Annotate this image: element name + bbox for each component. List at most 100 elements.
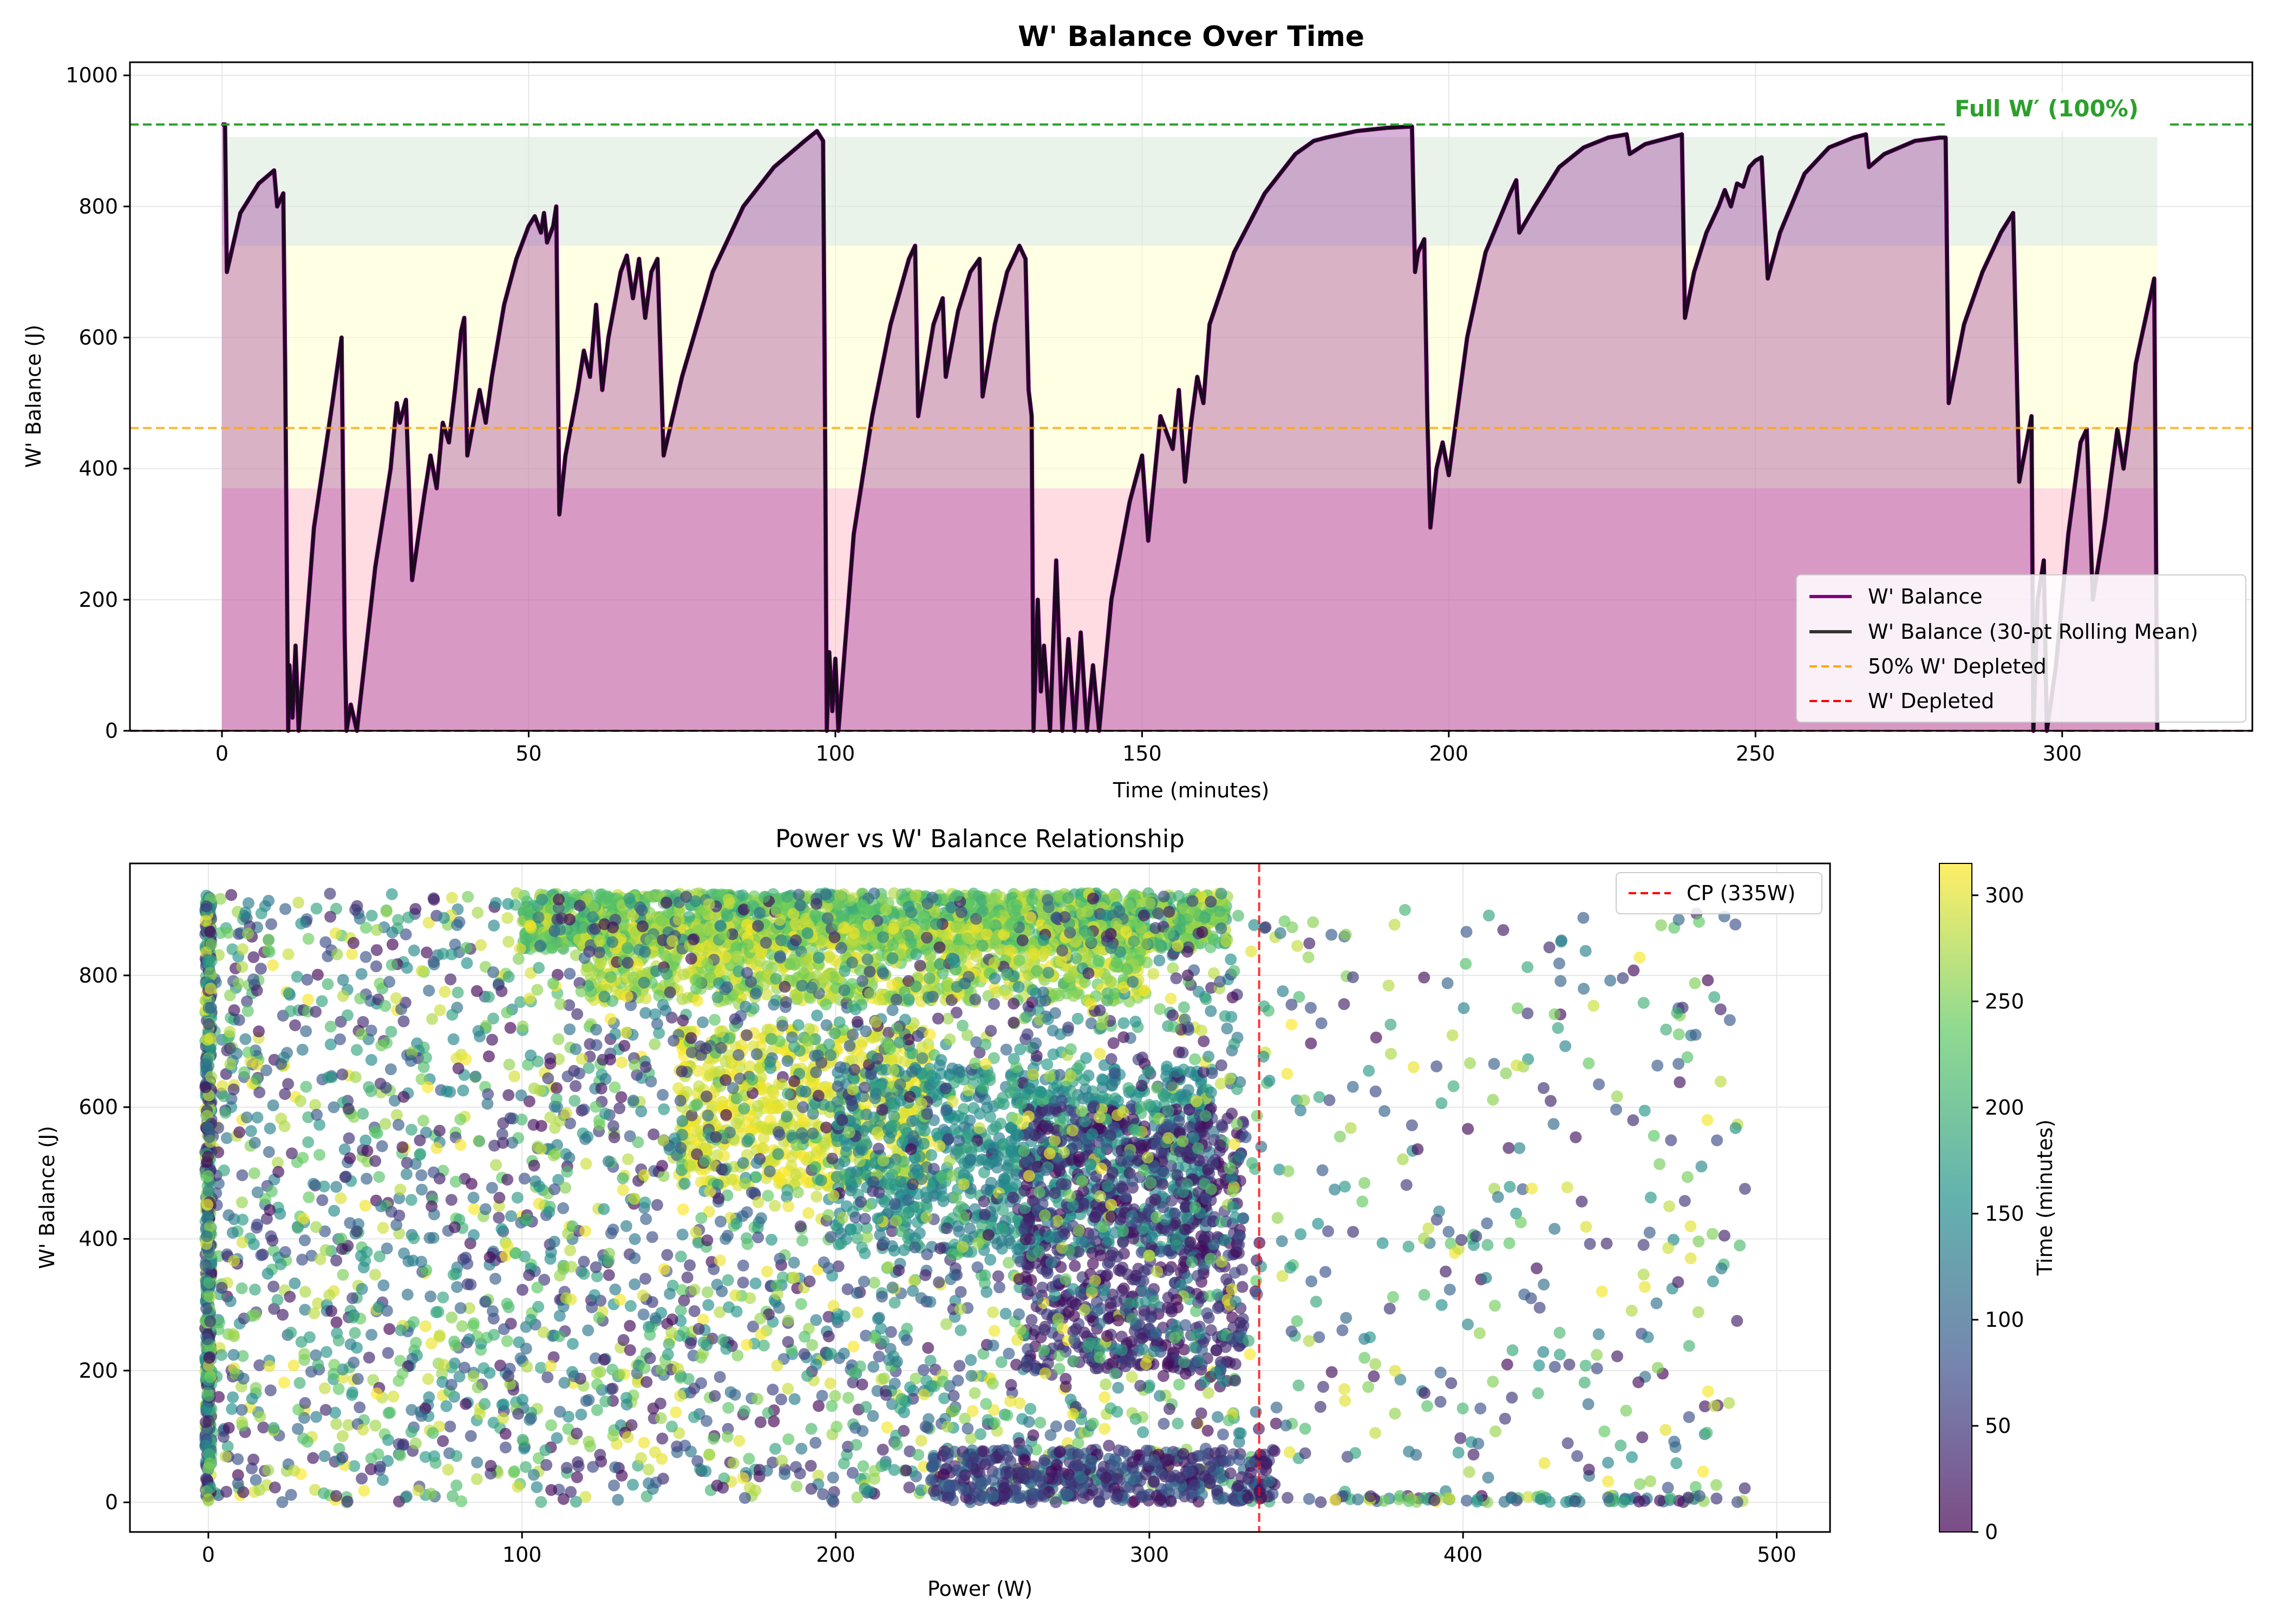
scatter-point [700,940,712,953]
top-ytick-label: 800 [79,194,118,218]
scatter-point [743,1060,756,1072]
scatter-point [835,1227,847,1240]
scatter-point [596,888,608,900]
scatter-point [796,1113,809,1125]
scatter-point [737,1276,749,1289]
top-ylabel: W' Balance (J) [22,325,45,468]
scatter-point [1070,1323,1082,1335]
scatter-point [1157,1201,1169,1214]
scatter-point [912,1168,925,1181]
top-xlabel: Time (minutes) [1113,778,1270,802]
top-fill [221,125,2158,731]
scatter-point [1004,944,1016,957]
scatter-point [1101,972,1113,985]
scatter-point [676,993,689,1005]
scatter-point [1022,1343,1034,1355]
scatter-point [815,921,827,933]
scatter-point [358,1484,370,1497]
scatter-point [761,988,773,1001]
full-wprime-annotation: Full W′ (100%) [1955,95,2139,122]
scatter-point [1038,1324,1050,1336]
scatter-point [742,939,754,951]
scatter-point [1081,905,1094,918]
scatter-point [691,1065,704,1077]
scatter-point [580,965,593,977]
top-xtick-label: 50 [515,742,541,765]
scatter-point [823,949,835,962]
top-ytick-label: 0 [105,719,118,743]
scatter-point [942,939,955,951]
top-legend: W' Balance W' Balance (30-pt Rolling Mea… [1796,574,2246,723]
top-xtick-label: 300 [2043,742,2082,765]
scatter-point [1077,1199,1089,1212]
scatter-point [995,891,1007,903]
scatter-point [968,1102,980,1114]
scatter-point [924,960,937,973]
scatter-point [1013,954,1025,966]
scatter-point [257,1421,270,1433]
scatter-point [970,950,983,962]
bot-points [199,887,1751,1509]
scatter-point [833,899,846,911]
scatter-point [718,1150,730,1162]
scatter-point [239,1033,252,1045]
scatter-point [1236,1281,1249,1293]
scatter-point [969,993,982,1006]
scatter-point [964,1222,976,1235]
scatter-point [764,1114,776,1127]
scatter-point [756,1084,769,1096]
scatter-point [925,1149,938,1161]
scatter-point [1010,899,1023,912]
scatter-point [1122,900,1134,912]
scatter-point [848,927,860,939]
scatter-point [958,945,971,958]
scatter-point [1049,1187,1061,1199]
scatter-point [894,1175,907,1188]
scatter-point [997,1098,1010,1110]
wbal-chart: W' Balance Over Time 0 50 100 150 200 250 300 … [22,21,2253,802]
scatter-point [937,927,949,939]
scatter-point [631,958,644,970]
legend-label-depleted: W' Depleted [1868,689,1994,713]
scatter-point [1212,1302,1224,1314]
scatter-point [846,1055,858,1067]
scatter-chart: Power vs W' Balance Relationship 0 100 200… [35,824,2057,1601]
scatter-point [995,1117,1007,1130]
scatter-point [1069,1260,1081,1272]
scatter-point [815,934,827,947]
scatter-point [834,889,846,902]
scatter-point [1096,1091,1109,1103]
scatter-point [757,1132,770,1144]
scatter-point [720,951,732,964]
scatter-point [703,971,716,983]
scatter-point [929,1072,942,1084]
scatter-point [1205,1324,1217,1337]
scatter-point [1026,893,1038,906]
scatter-point [1220,935,1232,947]
scatter-point [1120,926,1132,938]
scatter-point [1023,1213,1036,1226]
scatter-point [1206,1156,1219,1169]
top-ytick-label: 400 [79,457,118,481]
scatter-point [838,1155,851,1168]
scatter-point [725,1173,737,1186]
scatter-point [1192,1269,1204,1282]
top-xtick-label: 150 [1122,742,1162,765]
scatter-point [789,918,802,930]
scatter-point [888,887,900,899]
scatter-point [756,1121,769,1133]
wbal-rolling-line [221,123,2159,732]
scatter-point [1001,988,1014,1000]
scatter-point [1092,957,1104,970]
top-lines [221,122,2160,733]
scatter-title: Power vs W' Balance Relationship [775,824,1185,853]
legend-label-half: 50% W' Depleted [1868,654,2047,678]
top-legend-box [1796,574,2246,723]
scatter-point [289,1277,301,1289]
scatter-point [831,1135,844,1148]
legend-label-rolling: W' Balance (30-pt Rolling Mean) [1868,620,2198,644]
wbal-fill-area [221,125,2158,731]
scatter-point [249,1284,261,1296]
